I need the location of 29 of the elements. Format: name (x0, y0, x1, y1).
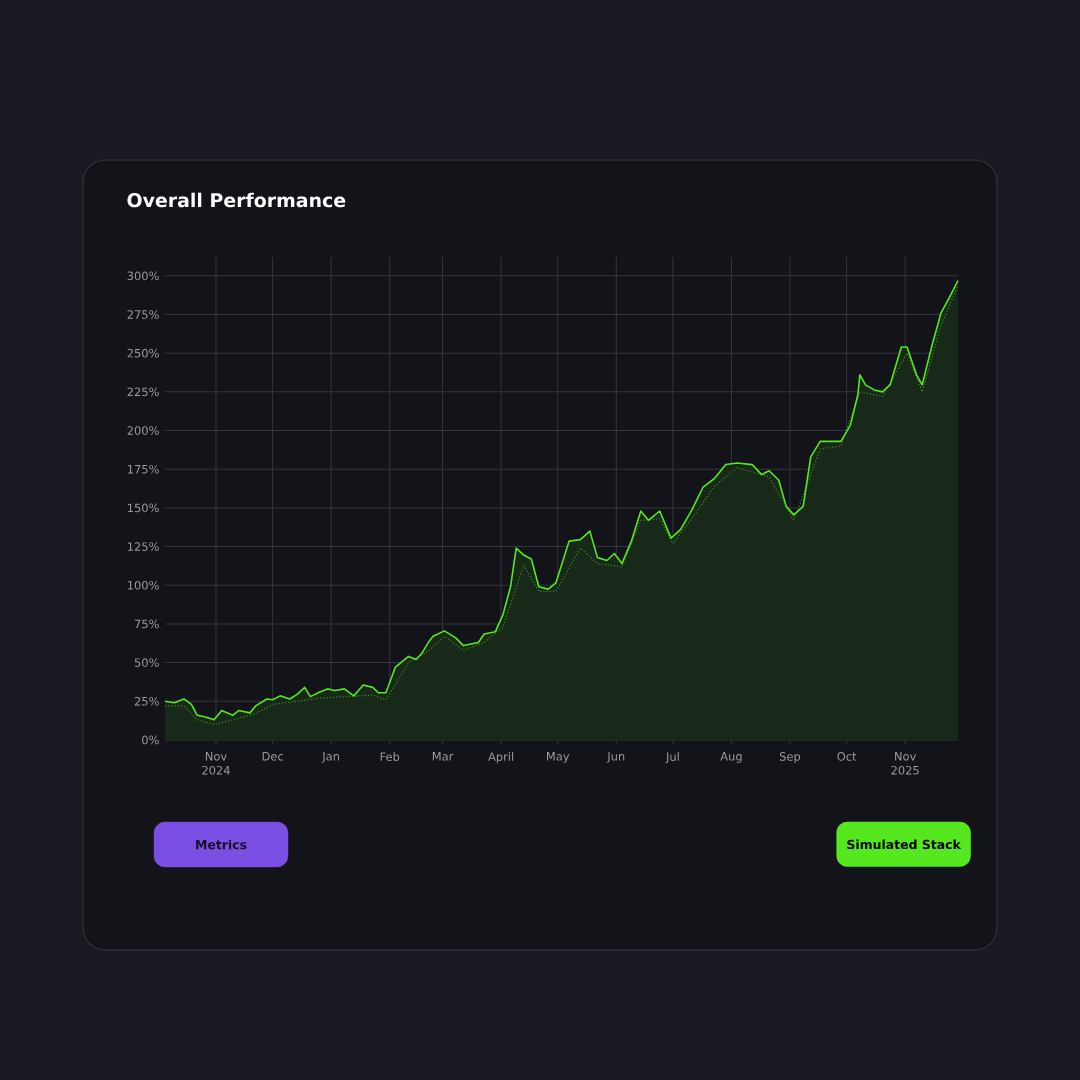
y-tick-label: 150% (127, 503, 159, 513)
x-tick-label: Dec (262, 752, 283, 761)
y-tick-label: 300% (127, 271, 159, 281)
x-tick-label: Sep (779, 752, 801, 763)
y-tick-label: 200% (127, 426, 159, 435)
x-tick-label: Jan (321, 752, 340, 763)
chart-title: Overall Performance (127, 192, 346, 208)
x-tick-label: Jun (606, 752, 625, 763)
y-tick-label: 25% (134, 696, 159, 706)
text: Metrics (196, 839, 247, 850)
y-tick-label: 250% (127, 348, 159, 358)
y-tick-label: 0% (142, 735, 159, 745)
y-tick-label: 175% (127, 464, 159, 474)
y-tick-label: 75% (134, 619, 159, 629)
y-tick-label: 100% (127, 580, 159, 590)
x-tick-label: Oct (837, 752, 857, 761)
y-tick-label: 275% (127, 310, 159, 319)
x-tick-label: Mar (432, 752, 454, 761)
x-tick-label: Feb (380, 752, 400, 761)
x-tick-label: April (488, 752, 514, 764)
x-tick-label: Nov 2024 (202, 752, 230, 775)
x-tick-label: Nov 2025 (891, 752, 919, 775)
y-tick-label: 125% (127, 542, 159, 551)
text: Simulated Stack (847, 839, 962, 850)
x-tick-label: May (547, 752, 570, 763)
x-tick-label: Jul (665, 752, 679, 764)
x-tick-label: Aug (720, 752, 742, 763)
y-tick-label: 225% (127, 387, 159, 397)
y-tick-label: 50% (134, 658, 159, 667)
